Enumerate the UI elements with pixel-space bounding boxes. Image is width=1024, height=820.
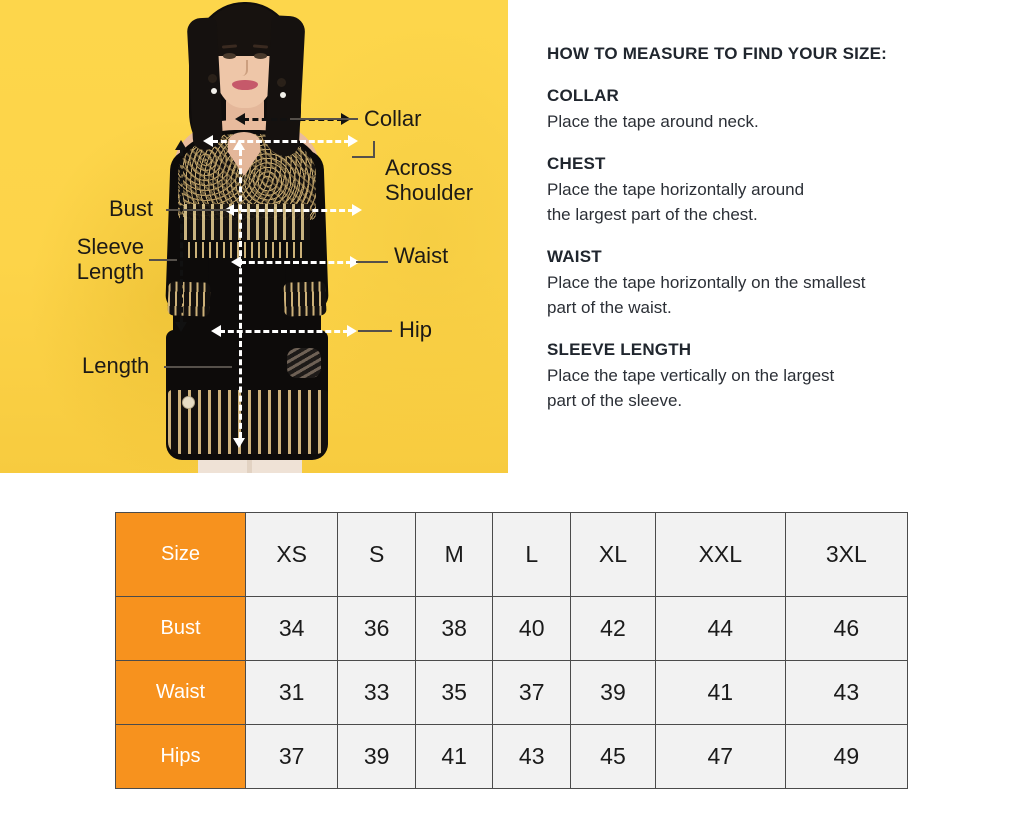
- table-cell: 31: [244, 660, 339, 725]
- table-cell: 39: [569, 660, 656, 725]
- table-cell: 39: [337, 724, 416, 789]
- table-cell: 44: [654, 596, 786, 661]
- model-bangles: [287, 348, 321, 378]
- model-ring: [182, 396, 195, 409]
- label-hip: Hip: [399, 317, 433, 342]
- table-header-cell: XL: [569, 512, 656, 597]
- table-row: Hips 37 39 41 43 45 47 49: [115, 724, 909, 789]
- instruction-heading-sleeve-length: SLEEVE LENGTH: [547, 340, 692, 359]
- table-cell: 34: [244, 596, 339, 661]
- table-cell: 38: [414, 596, 494, 661]
- table-cell: 46: [784, 596, 909, 661]
- table-row-header: Hips: [115, 724, 246, 789]
- table-header-cell: M: [414, 512, 494, 597]
- table-cell: 43: [492, 724, 571, 789]
- table-cell: 41: [414, 724, 494, 789]
- kurta-right-cuff: [283, 281, 327, 317]
- table-cell: 49: [784, 724, 909, 789]
- table-header-cell: 3XL: [784, 512, 909, 597]
- table-cell: 43: [784, 660, 909, 725]
- label-collar: Collar: [364, 106, 422, 131]
- table-cell: 37: [492, 660, 571, 725]
- instruction-heading-waist: WAIST: [547, 247, 602, 266]
- model-lips: [232, 80, 258, 90]
- label-sleeve-length: Sleeve Length: [76, 234, 144, 284]
- table-cell: 47: [654, 724, 786, 789]
- size-chart-table: Size XS S M L XL XXL 3XL Bust 34 36 38 40 42 44 46 Waist…: [115, 512, 909, 789]
- model-eye-left: [223, 53, 236, 59]
- instruction-block-waist: WAIST Place the tape horizontally on the…: [547, 247, 987, 320]
- kurta-hem-border: [168, 390, 328, 454]
- instruction-heading-chest: CHEST: [547, 154, 606, 173]
- table-row-header: Bust: [115, 596, 246, 661]
- kurta-embroidery-band-lower: [188, 242, 306, 258]
- model-eye-right: [254, 53, 267, 59]
- table-row-header: Waist: [115, 660, 246, 725]
- instruction-body-waist: Place the tape horizontally on the small…: [547, 273, 866, 317]
- table-cell: 33: [337, 660, 416, 725]
- model-illustration: [146, 0, 376, 473]
- table-header-row: Size XS S M L XL XXL 3XL: [115, 512, 909, 597]
- measurement-diagram-panel: Collar Across Shoulder Bust Waist: [0, 0, 508, 473]
- table-cell: 36: [337, 596, 416, 661]
- table-header-cell: L: [492, 512, 571, 597]
- model-earring-right: [277, 78, 286, 98]
- instruction-block-sleeve-length: SLEEVE LENGTH Place the tape vertically …: [547, 340, 987, 413]
- table-cell: 41: [654, 660, 786, 725]
- kurta-left-cuff: [167, 281, 211, 317]
- instruction-heading-collar: COLLAR: [547, 86, 620, 105]
- model-earring-left: [208, 74, 217, 94]
- instructions-title: HOW TO MEASURE TO FIND YOUR SIZE:: [547, 44, 888, 63]
- label-waist: Waist: [394, 243, 449, 268]
- label-bust: Bust: [109, 196, 154, 221]
- label-across-shoulder: Across Shoulder: [385, 155, 474, 205]
- instructions-panel: HOW TO MEASURE TO FIND YOUR SIZE: COLLAR…: [547, 44, 987, 433]
- instruction-body-collar: Place the tape around neck.: [547, 112, 759, 131]
- table-row: Waist 31 33 35 37 39 41 43: [115, 660, 909, 725]
- table-row: Bust 34 36 38 40 42 44 46: [115, 596, 909, 661]
- instruction-block-collar: COLLAR Place the tape around neck.: [547, 86, 987, 134]
- model-nose: [241, 60, 248, 76]
- instruction-block-chest: CHEST Place the tape horizontally around…: [547, 154, 987, 227]
- table-cell: 35: [414, 660, 494, 725]
- table-header-size: Size: [115, 512, 246, 597]
- instruction-body-sleeve-length: Place the tape vertically on the largest…: [547, 366, 835, 410]
- table-cell: 42: [569, 596, 656, 661]
- instruction-body-chest: Place the tape horizontally around the l…: [547, 180, 805, 224]
- table-cell: 45: [569, 724, 656, 789]
- table-cell: 37: [244, 724, 339, 789]
- table-header-cell: XS: [244, 512, 339, 597]
- table-cell: 40: [492, 596, 571, 661]
- table-header-cell: XXL: [654, 512, 786, 597]
- table-header-cell: S: [337, 512, 416, 597]
- label-length: Length: [82, 353, 150, 378]
